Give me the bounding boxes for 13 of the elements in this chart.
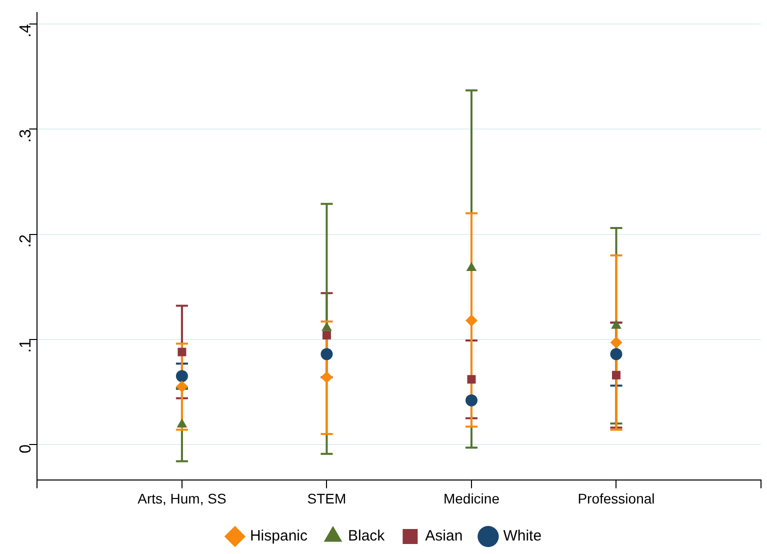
x-tick-label: Professional <box>578 490 655 506</box>
x-tick-label: Medicine <box>443 490 500 506</box>
y-tick-label: 0 <box>18 444 35 454</box>
y-tick-label: .4 <box>18 24 35 38</box>
y-tick-label: .1 <box>18 339 35 353</box>
y-tick-label: .3 <box>18 129 35 143</box>
y-tick-label: .2 <box>18 234 35 248</box>
legend-label: White <box>503 528 542 545</box>
legend-label: Black <box>348 528 386 545</box>
x-tick-label: STEM <box>307 490 346 506</box>
legend-label: Asian <box>425 528 463 545</box>
legend-label: Hispanic <box>250 528 308 545</box>
x-tick-label: Arts, Hum, SS <box>138 490 226 506</box>
